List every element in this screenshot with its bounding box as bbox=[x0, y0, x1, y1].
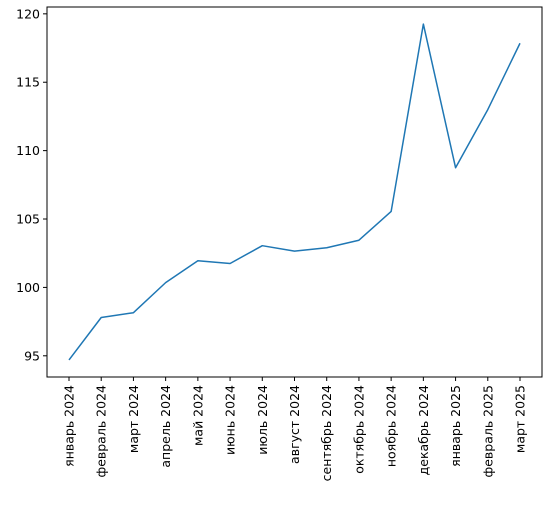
x-tick-label: май 2024 bbox=[190, 385, 205, 446]
y-tick-label: 120 bbox=[16, 6, 40, 21]
x-tick-label: ноябрь 2024 bbox=[384, 385, 399, 467]
x-tick-label: июнь 2024 bbox=[223, 385, 238, 455]
x-tick-label: февраль 2024 bbox=[94, 385, 109, 478]
x-tick-label: март 2025 bbox=[513, 385, 528, 453]
x-tick-label: октябрь 2024 bbox=[351, 385, 366, 474]
x-tick-label: январь 2025 bbox=[448, 385, 463, 467]
y-axis: 95 100 105 110 115 120 bbox=[16, 6, 47, 363]
x-tick-label: март 2024 bbox=[126, 385, 141, 453]
x-axis: январь 2024 февраль 2024 март 2024 апрель 2… bbox=[62, 377, 528, 481]
plot-frame bbox=[46, 6, 543, 378]
x-tick-label: август 2024 bbox=[287, 385, 302, 464]
y-tick-label: 115 bbox=[16, 75, 40, 90]
x-tick-label: январь 2024 bbox=[62, 385, 77, 467]
y-tick-label: 95 bbox=[24, 348, 40, 363]
x-tick-label: июль 2024 bbox=[255, 385, 270, 455]
series-line bbox=[68, 23, 521, 361]
x-tick-label: сентябрь 2024 bbox=[319, 385, 334, 481]
plot-marks bbox=[68, 23, 521, 361]
y-tick-label: 100 bbox=[16, 280, 40, 295]
y-tick-label: 105 bbox=[16, 212, 40, 227]
y-tick-label: 110 bbox=[16, 143, 40, 158]
x-tick-label: апрель 2024 bbox=[158, 385, 173, 468]
x-tick-label: февраль 2025 bbox=[480, 385, 495, 477]
x-tick-label: декабрь 2024 bbox=[416, 385, 431, 475]
